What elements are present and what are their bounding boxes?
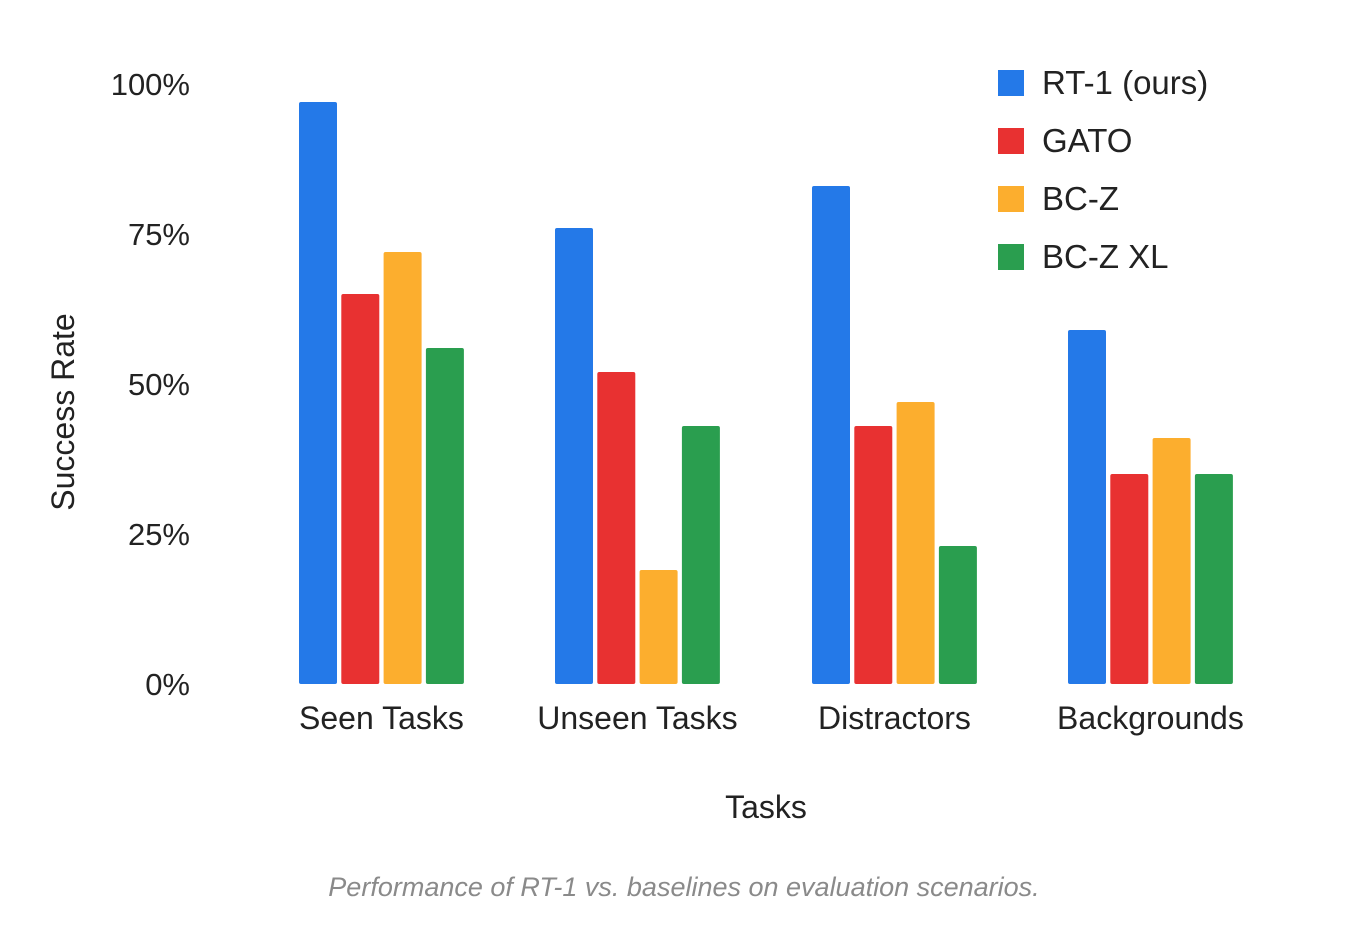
- bar: [425, 348, 464, 684]
- bar: [854, 426, 893, 684]
- bar: [299, 102, 337, 684]
- x-axis-title: Tasks: [725, 789, 807, 825]
- x-tick-label: Distractors: [818, 700, 971, 736]
- legend-label: RT-1 (ours): [1042, 64, 1208, 101]
- bar: [383, 252, 422, 684]
- bar: [341, 294, 380, 684]
- bar: [1152, 438, 1191, 684]
- bar: [1194, 474, 1233, 684]
- legend-swatch: [998, 186, 1024, 212]
- y-tick-label: 75%: [128, 217, 190, 252]
- bar: [1068, 330, 1106, 684]
- y-tick-label: 0%: [145, 667, 190, 702]
- bar: [896, 402, 935, 684]
- legend-label: BC-Z: [1042, 180, 1119, 217]
- bar-chart: 0% 25% 50% 75% 100% Seen Tasks Unseen Tasks Di…: [45, 64, 1244, 825]
- y-tick-label: 25%: [128, 517, 190, 552]
- x-tick-label: Backgrounds: [1057, 700, 1244, 736]
- y-axis-title: Success Rate: [45, 313, 81, 510]
- bar: [597, 372, 636, 684]
- x-tick-label: Unseen Tasks: [537, 700, 737, 736]
- x-axis-categories: Seen Tasks Unseen Tasks Distractors Backgro…: [299, 700, 1244, 736]
- legend-swatch: [998, 244, 1024, 270]
- legend-swatch: [998, 70, 1024, 96]
- legend: RT-1 (ours) GATO BC-Z BC-Z XL: [998, 64, 1208, 275]
- bar: [681, 426, 720, 684]
- bar: [938, 546, 977, 684]
- bars: [299, 102, 1233, 684]
- x-tick-label: Seen Tasks: [299, 700, 464, 736]
- y-axis-ticks: 0% 25% 50% 75% 100%: [111, 67, 190, 702]
- y-tick-label: 100%: [111, 67, 190, 102]
- bar: [812, 186, 850, 684]
- legend-label: BC-Z XL: [1042, 238, 1169, 275]
- y-tick-label: 50%: [128, 367, 190, 402]
- bar: [1110, 474, 1149, 684]
- legend-label: GATO: [1042, 122, 1132, 159]
- legend-swatch: [998, 128, 1024, 154]
- bar: [639, 570, 678, 684]
- figure-caption: Performance of RT-1 vs. baselines on eva…: [328, 872, 1040, 902]
- bar: [555, 228, 593, 684]
